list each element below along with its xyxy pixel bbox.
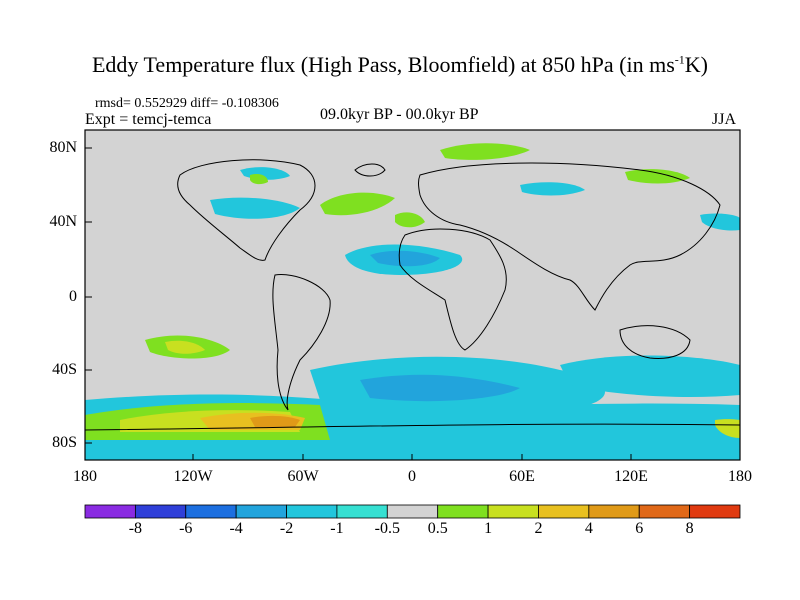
colorbar-swatch	[235, 504, 287, 519]
colorbar-swatch	[588, 504, 640, 519]
colorbar-label: 1	[484, 520, 493, 537]
coastlines	[85, 159, 740, 431]
lat-label-40s: 40S	[52, 361, 77, 378]
colorbar-label: -0.5	[374, 520, 400, 537]
anomaly-fields	[85, 143, 740, 460]
lon-label-60e: 60E	[509, 468, 535, 485]
colorbar	[84, 504, 741, 519]
colorbar-swatch	[689, 504, 741, 519]
lat-label-0: 0	[69, 288, 77, 305]
period-label: 09.0kyr BP - 00.0kyr BP	[320, 106, 479, 123]
colorbar-label: -6	[179, 520, 193, 537]
colorbar-swatch	[134, 504, 187, 519]
colorbar-swatch	[538, 504, 590, 519]
colorbar-swatch	[487, 504, 539, 519]
colorbar-swatch	[84, 504, 136, 519]
colorbar-swatch	[638, 504, 691, 519]
colorbar-label: -4	[229, 520, 243, 537]
season-label: JJA	[712, 111, 737, 128]
lat-label-40n: 40N	[49, 213, 77, 230]
lat-label-80n: 80N	[49, 139, 77, 156]
colorbar-label: 0.5	[427, 520, 448, 537]
colorbar-swatch	[437, 504, 489, 519]
lon-label-0: 0	[408, 468, 416, 485]
lon-label-120e: 120E	[614, 468, 648, 485]
colorbar-swatch	[286, 504, 338, 519]
experiment-label: Expt = temcj-temca	[85, 111, 212, 128]
colorbar-label: 6	[635, 520, 644, 537]
colorbar-label: -8	[128, 520, 143, 537]
lon-label-120w: 120W	[173, 468, 213, 485]
colorbar-label: 4	[584, 520, 593, 537]
colorbar-label: 8	[685, 520, 694, 537]
colorbar-label: -1	[330, 520, 344, 537]
colorbar-swatch	[386, 504, 439, 519]
colorbar-swatch	[185, 504, 237, 519]
axis-ticks	[85, 147, 632, 460]
map-title: Eddy Temperature flux (High Pass, Bloomf…	[91, 52, 708, 77]
colorbar-swatch	[336, 504, 388, 519]
lat-label-80s: 80S	[52, 434, 77, 451]
colorbar-label: 2	[534, 520, 543, 537]
lon-label-180w: 180	[73, 468, 97, 485]
stats-text: rmsd= 0.552929 diff= -0.108306	[95, 96, 279, 111]
lon-label-60w: 60W	[287, 468, 319, 485]
lon-label-180e: 180	[728, 468, 752, 485]
colorbar-label: -2	[279, 520, 294, 537]
